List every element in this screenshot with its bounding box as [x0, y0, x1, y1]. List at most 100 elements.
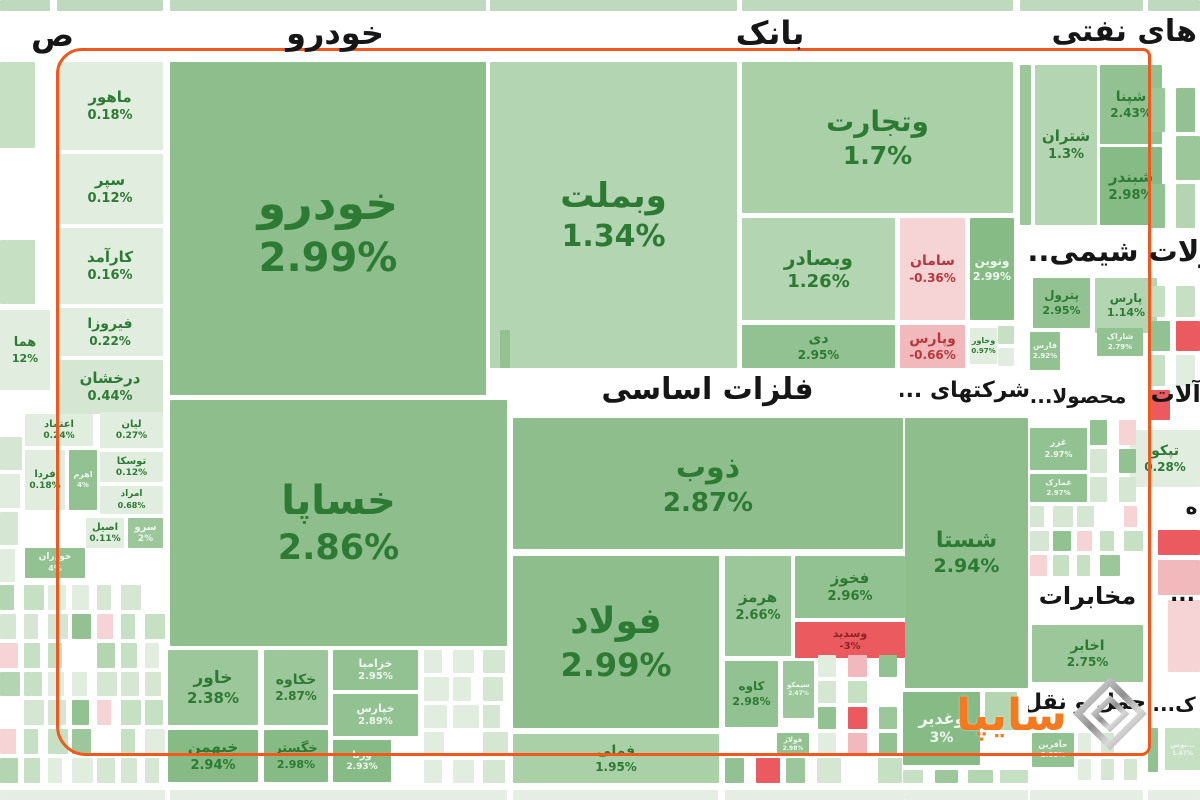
tile-کارآمد[interactable]: کارآمد 0.16%: [57, 228, 163, 304]
mini-tile[interactable]: [0, 548, 16, 582]
mini-tile[interactable]: [878, 733, 898, 755]
mini-tile[interactable]: [1148, 355, 1165, 386]
mini-tile[interactable]: [878, 655, 898, 677]
tile-ورنا[interactable]: ورنا 2.93%: [333, 740, 391, 782]
mini-tile[interactable]: [1090, 448, 1108, 474]
mini-tile[interactable]: [878, 707, 898, 729]
mini-tile[interactable]: [453, 704, 479, 729]
tile-توسکا[interactable]: توسکا 0.12%: [100, 452, 163, 482]
mini-tile[interactable]: [424, 650, 442, 674]
tile-کاوه[interactable]: کاوه 2.98%: [725, 661, 778, 727]
mini-tile[interactable]: [96, 613, 113, 639]
mini-tile[interactable]: [96, 758, 115, 783]
tile-فملی[interactable]: فملی 1.95%: [513, 734, 719, 783]
tile-خبهمن[interactable]: خبهمن 2.94%: [168, 730, 258, 782]
mini-tile[interactable]: [144, 613, 165, 639]
tile-وتجارت[interactable]: وتجارت 1.7%: [742, 62, 1013, 213]
mini-tile[interactable]: [1124, 758, 1138, 780]
mini-tile[interactable]: [48, 758, 63, 783]
mini-tile[interactable]: [48, 700, 67, 726]
mini-tile[interactable]: [48, 642, 63, 668]
mini-tile[interactable]: [1148, 389, 1170, 420]
mini-tile[interactable]: [453, 650, 474, 674]
tile-سپر[interactable]: سپر 0.12%: [57, 154, 163, 224]
mini-tile[interactable]: [72, 729, 91, 755]
tile-پارس[interactable]: پارس 1.14%: [1095, 278, 1157, 333]
mini-tile[interactable]: [144, 642, 159, 668]
mini-tile[interactable]: [999, 770, 1028, 783]
tile-فولاژ[interactable]: فولاژ 2.98%: [777, 733, 809, 755]
tile-unlabeled[interactable]: [1158, 530, 1200, 555]
mini-tile[interactable]: [1123, 530, 1143, 552]
tile-ونوین[interactable]: ونوین 2.99%: [970, 218, 1014, 320]
tile-unlabeled[interactable]: [1158, 560, 1200, 595]
tile-ماهور[interactable]: ماهور 0.18%: [57, 62, 163, 150]
tile-خکاوه[interactable]: خکاوه 2.87%: [264, 650, 328, 725]
mini-tile[interactable]: [120, 758, 137, 783]
mini-tile[interactable]: [1076, 555, 1091, 576]
tile-پترول[interactable]: پترول 2.95%: [1033, 278, 1090, 328]
mini-tile[interactable]: [1148, 286, 1165, 317]
mini-tile[interactable]: [424, 704, 447, 729]
mini-tile[interactable]: [903, 770, 923, 783]
tile-هما[interactable]: هما 12%: [0, 310, 50, 390]
mini-tile[interactable]: [120, 642, 137, 668]
mini-tile[interactable]: [967, 770, 993, 783]
mini-tile[interactable]: [1176, 88, 1196, 132]
mini-tile[interactable]: [848, 733, 867, 755]
mini-tile[interactable]: [24, 642, 41, 668]
mini-tile[interactable]: [96, 700, 111, 726]
mini-tile[interactable]: [48, 613, 69, 639]
mini-tile[interactable]: [818, 733, 837, 755]
tile-شستا[interactable]: شستا 2.94%: [905, 418, 1028, 688]
mini-tile[interactable]: [48, 585, 67, 610]
mini-tile[interactable]: [96, 642, 115, 668]
mini-tile[interactable]: [1076, 530, 1093, 552]
mini-tile[interactable]: [0, 62, 35, 148]
mini-tile[interactable]: [48, 729, 69, 755]
mini-tile[interactable]: [786, 758, 805, 783]
mini-tile[interactable]: [0, 613, 17, 639]
tile-لیان[interactable]: لیان 0.27%: [100, 412, 163, 448]
mini-tile[interactable]: [1176, 184, 1196, 228]
mini-tile[interactable]: [120, 729, 135, 755]
mini-tile[interactable]: [1118, 477, 1136, 502]
mini-tile[interactable]: [120, 700, 141, 726]
tile-خپارس[interactable]: خپارس 2.89%: [333, 694, 418, 736]
mini-tile[interactable]: [1148, 184, 1165, 228]
tile-unlabeled[interactable]: [1020, 65, 1031, 225]
mini-tile[interactable]: [120, 671, 139, 697]
mini-tile[interactable]: [818, 681, 837, 703]
tile-وخاور[interactable]: وخاور 0.97%: [970, 328, 997, 364]
tile-خزامیا[interactable]: خزامیا 2.95%: [333, 650, 418, 690]
mini-tile[interactable]: [1148, 88, 1165, 132]
mini-tile[interactable]: [1176, 136, 1200, 180]
mini-tile[interactable]: [24, 671, 43, 697]
mini-tile[interactable]: [120, 585, 141, 610]
mini-tile[interactable]: [1053, 506, 1073, 527]
mini-tile[interactable]: [424, 732, 445, 756]
mini-tile[interactable]: [424, 677, 450, 701]
tile-سیمکو[interactable]: سیمکو 2.47%: [783, 661, 814, 718]
mini-tile[interactable]: [1176, 355, 1196, 386]
mini-tile[interactable]: [1090, 420, 1108, 445]
mini-tile[interactable]: [24, 613, 39, 639]
tile-امراد[interactable]: امراد 0.68%: [100, 486, 163, 514]
mini-tile[interactable]: [1030, 555, 1048, 576]
tile-خاور[interactable]: خاور 2.38%: [168, 650, 258, 725]
tile-خگستر[interactable]: خگستر 2.98%: [264, 730, 328, 782]
mini-tile[interactable]: [817, 758, 841, 783]
tile-فارس[interactable]: فارس 2.92%: [1030, 332, 1060, 370]
mini-tile[interactable]: [1176, 320, 1200, 351]
tile-شاراک[interactable]: شاراک 2.79%: [1097, 328, 1143, 356]
mini-tile[interactable]: [96, 585, 111, 610]
mini-tile[interactable]: [818, 655, 837, 677]
tile-شتران[interactable]: شتران 1.3%: [1035, 65, 1097, 225]
mini-tile[interactable]: [1100, 555, 1120, 576]
mini-tile[interactable]: [144, 671, 161, 697]
mini-tile[interactable]: [1030, 530, 1050, 552]
mini-tile[interactable]: [0, 474, 20, 508]
mini-tile[interactable]: [24, 700, 45, 726]
mini-tile[interactable]: [482, 677, 503, 701]
mini-tile[interactable]: [482, 759, 506, 783]
